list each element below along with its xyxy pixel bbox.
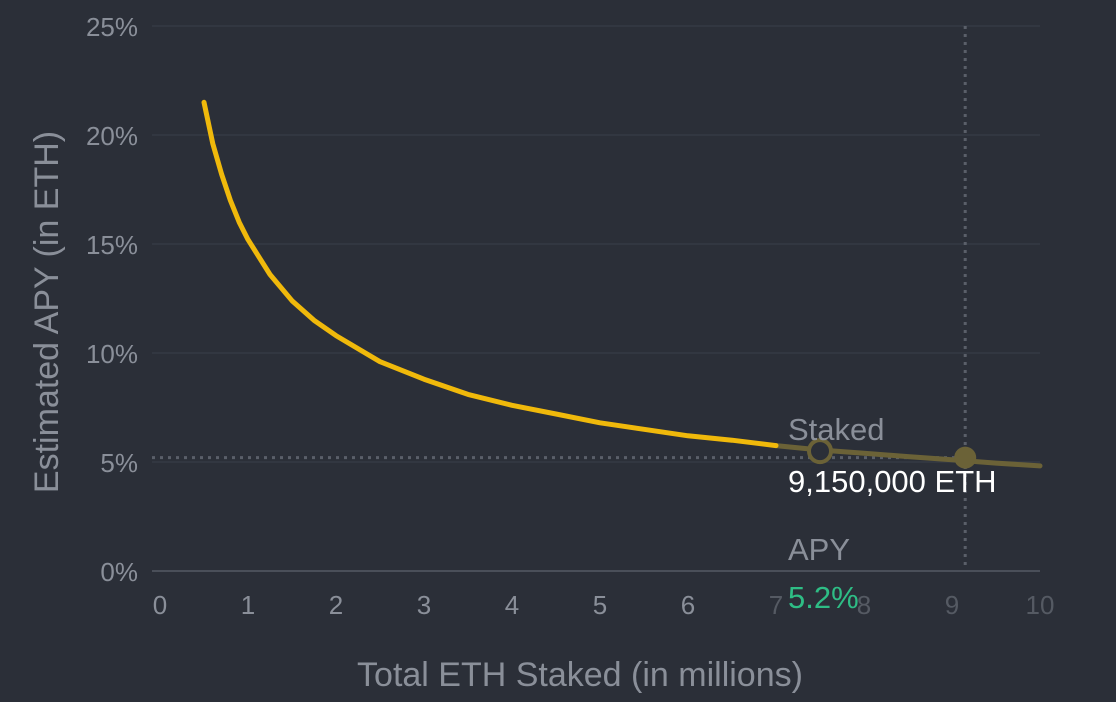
- x-axis-title: Total ETH Staked (in millions): [357, 656, 803, 694]
- x-tick-label: 5: [593, 590, 607, 620]
- x-tick-label: 2: [329, 590, 343, 620]
- tooltip-staked-label: Staked: [788, 412, 885, 447]
- reference-lines: [152, 26, 967, 571]
- x-tick-label: 6: [681, 590, 695, 620]
- x-tick-label: 7: [769, 590, 783, 620]
- current-point-marker: [954, 446, 977, 469]
- x-tick-label: 9: [945, 590, 959, 620]
- markers: [807, 438, 977, 469]
- apy-line: [201, 99, 779, 449]
- grid-layer: [152, 25, 1040, 463]
- y-tick-label: 10%: [86, 339, 138, 369]
- tooltip-apy-label: APY: [788, 532, 850, 567]
- tooltip-apy-value: 5.2%: [788, 580, 859, 615]
- y-axis-title: Estimated APY (in ETH): [28, 131, 66, 493]
- hover-point-marker: [807, 438, 833, 465]
- x-tick-label: 0: [153, 590, 167, 620]
- y-tick-label: 25%: [86, 12, 138, 42]
- tooltip-staked-value: 9,150,000 ETH: [788, 464, 997, 499]
- x-tick-label: 10: [1026, 590, 1055, 620]
- series-layer: [201, 99, 1043, 469]
- x-tick-label: 4: [505, 590, 519, 620]
- y-tick-label: 5%: [100, 448, 138, 478]
- y-tick-label: 0%: [100, 557, 138, 587]
- x-tick-label: 3: [417, 590, 431, 620]
- x-tick-label: 1: [241, 590, 255, 620]
- y-tick-label: 15%: [86, 230, 138, 260]
- axes: 0% 5% 10% 15% 20% 25% 0 1 2 3 4 5 6 7 8 9 10: [86, 12, 1055, 620]
- x-tick-label: 8: [857, 590, 871, 620]
- y-tick-label: 20%: [86, 121, 138, 151]
- tooltip: Staked 9,150,000 ETH APY 5.2%: [788, 412, 997, 615]
